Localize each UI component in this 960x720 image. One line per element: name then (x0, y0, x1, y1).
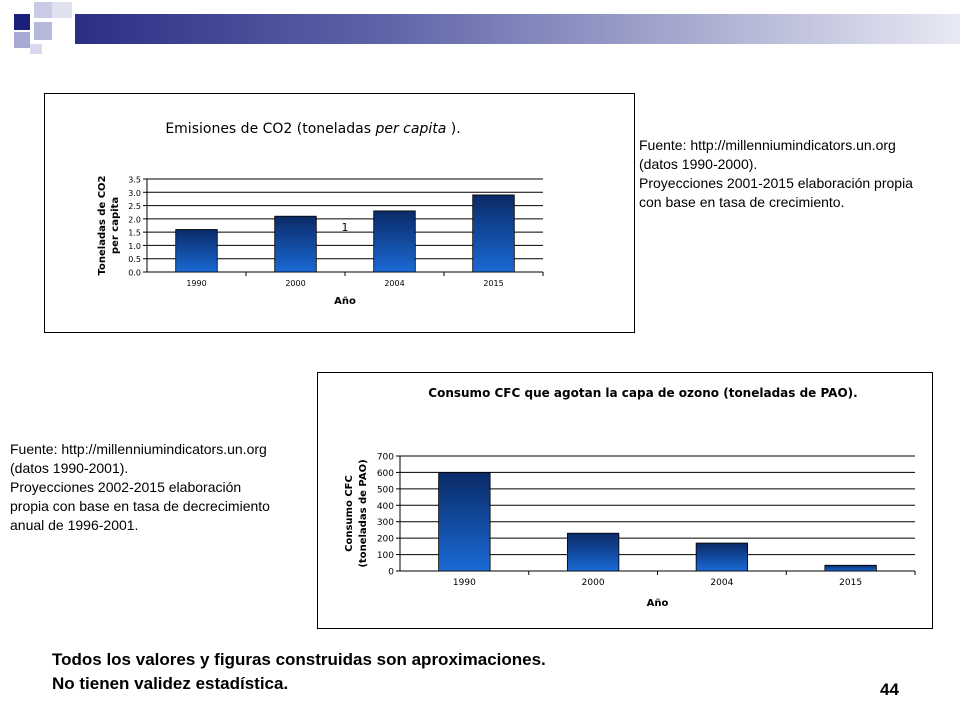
y-axis-label: Toneladas de CO2 (97, 175, 108, 275)
source-line: Proyecciones 2002-2015 elaboración (10, 479, 242, 495)
header-square-light (30, 44, 42, 54)
y-axis-label: per capita (110, 197, 121, 254)
y-tick-label: 1.0 (128, 242, 141, 251)
source-line: con base en tasa de crecimiento. (639, 194, 845, 210)
x-axis-label: Año (334, 296, 356, 307)
y-tick-label: 0.0 (128, 269, 141, 278)
page-number: 44 (880, 680, 899, 699)
bar (438, 472, 491, 572)
y-tick-label: 0 (388, 568, 394, 578)
bar (274, 215, 317, 273)
y-tick-label: 700 (377, 453, 394, 463)
chart-annotation: 1 (342, 221, 349, 234)
y-tick-label: 400 (377, 502, 394, 512)
chart-title: Consumo CFC que agotan la capa de ozono … (428, 386, 857, 400)
header-square-mid (34, 22, 52, 40)
x-tick-label: 2015 (483, 279, 503, 288)
y-tick-label: 1.5 (128, 229, 141, 238)
x-tick-label: 2004 (710, 578, 733, 588)
y-tick-label: 2.0 (128, 215, 141, 224)
co2-source-note: Fuente: http://millenniumindicators.un.o… (639, 136, 913, 212)
bar (824, 564, 877, 572)
y-tick-label: 600 (377, 469, 394, 479)
bar (566, 532, 620, 572)
cfc-source-note: Fuente: http://millenniumindicators.un.o… (10, 440, 270, 535)
header-square-light (52, 2, 72, 18)
header-square-mid (14, 32, 30, 48)
header-gradient-bar (75, 14, 960, 44)
x-tick-label: 1990 (453, 578, 476, 588)
bar (695, 542, 749, 572)
x-tick-label: 1990 (186, 279, 206, 288)
co2-chart-frame: 0.0 0.5 1.0 1.5 2.0 2.5 3.0 3.5 1990 2000 2004 2015… (44, 93, 635, 333)
co2-chart: 0.0 0.5 1.0 1.5 2.0 2.5 3.0 3.5 1990 2000 2004 2015… (97, 121, 544, 307)
y-axis-label: Consumo CFC (344, 475, 355, 552)
source-line: Fuente: http://millenniumindicators.un.o… (639, 137, 896, 153)
chart-title: Emisiones de CO2 (toneladas per capita )… (165, 121, 460, 137)
x-tick-label: 2015 (839, 578, 862, 588)
disclaimer-line: Todos los valores y figuras construidas … (52, 650, 546, 669)
bar (175, 229, 218, 273)
y-tick-label: 300 (377, 518, 394, 528)
disclaimer-line: No tienen validez estadística. (52, 674, 289, 693)
x-tick-label: 2000 (285, 279, 305, 288)
x-axis-label: Año (647, 598, 669, 609)
x-tick-label: 2000 (582, 578, 605, 588)
y-tick-label: 3.0 (128, 189, 141, 198)
y-tick-label: 500 (377, 485, 394, 495)
cfc-chart: 0 100 200 300 400 500 600 700 1990 2000 2004 2015 Añ… (344, 386, 916, 609)
source-line: (datos 1990-2001). (10, 460, 129, 476)
disclaimer: Todos los valores y figuras construidas … (52, 648, 546, 696)
source-line: Fuente: http://millenniumindicators.un.o… (10, 441, 267, 457)
source-line: Proyecciones 2001-2015 elaboración propi… (639, 175, 913, 191)
bar (472, 194, 515, 273)
y-tick-label: 200 (377, 535, 394, 545)
y-tick-label: 2.5 (128, 202, 141, 211)
source-line: anual de 1996-2001. (10, 517, 139, 533)
y-tick-label: 0.5 (128, 255, 141, 264)
bar (373, 210, 416, 273)
y-tick-label: 100 (377, 551, 394, 561)
header-square-light (34, 2, 52, 18)
y-tick-label: 3.5 (128, 176, 141, 185)
x-tick-label: 2004 (384, 279, 404, 288)
source-line: propia con base en tasa de decrecimiento (10, 498, 270, 514)
cfc-chart-frame: 0 100 200 300 400 500 600 700 1990 2000 2004 2015 Añ… (317, 372, 933, 629)
source-line: (datos 1990-2000). (639, 156, 758, 172)
header-square-dark (14, 14, 30, 30)
y-axis-label: (toneladas de PAO) (358, 459, 369, 567)
